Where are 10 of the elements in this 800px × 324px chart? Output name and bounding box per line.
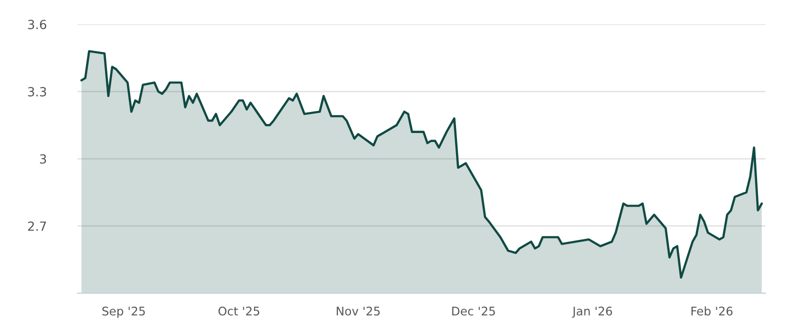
y-tick-label: 2.7	[28, 221, 46, 231]
y-tick-label: 3	[40, 154, 46, 164]
x-tick-label: Oct '25	[218, 306, 260, 316]
x-tick-label: Dec '25	[452, 306, 495, 316]
y-tick-label: 3.6	[28, 20, 46, 30]
x-tick-label: Jan '26	[572, 306, 612, 318]
x-tick-label: Feb '26	[691, 306, 733, 316]
y-tick-label: 3.3	[28, 87, 46, 96]
x-tick-label: Sep '25	[102, 306, 145, 318]
x-tick-label: Nov '25	[336, 306, 380, 316]
